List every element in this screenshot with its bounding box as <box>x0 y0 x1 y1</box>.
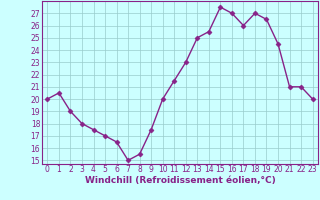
X-axis label: Windchill (Refroidissement éolien,°C): Windchill (Refroidissement éolien,°C) <box>84 176 276 185</box>
